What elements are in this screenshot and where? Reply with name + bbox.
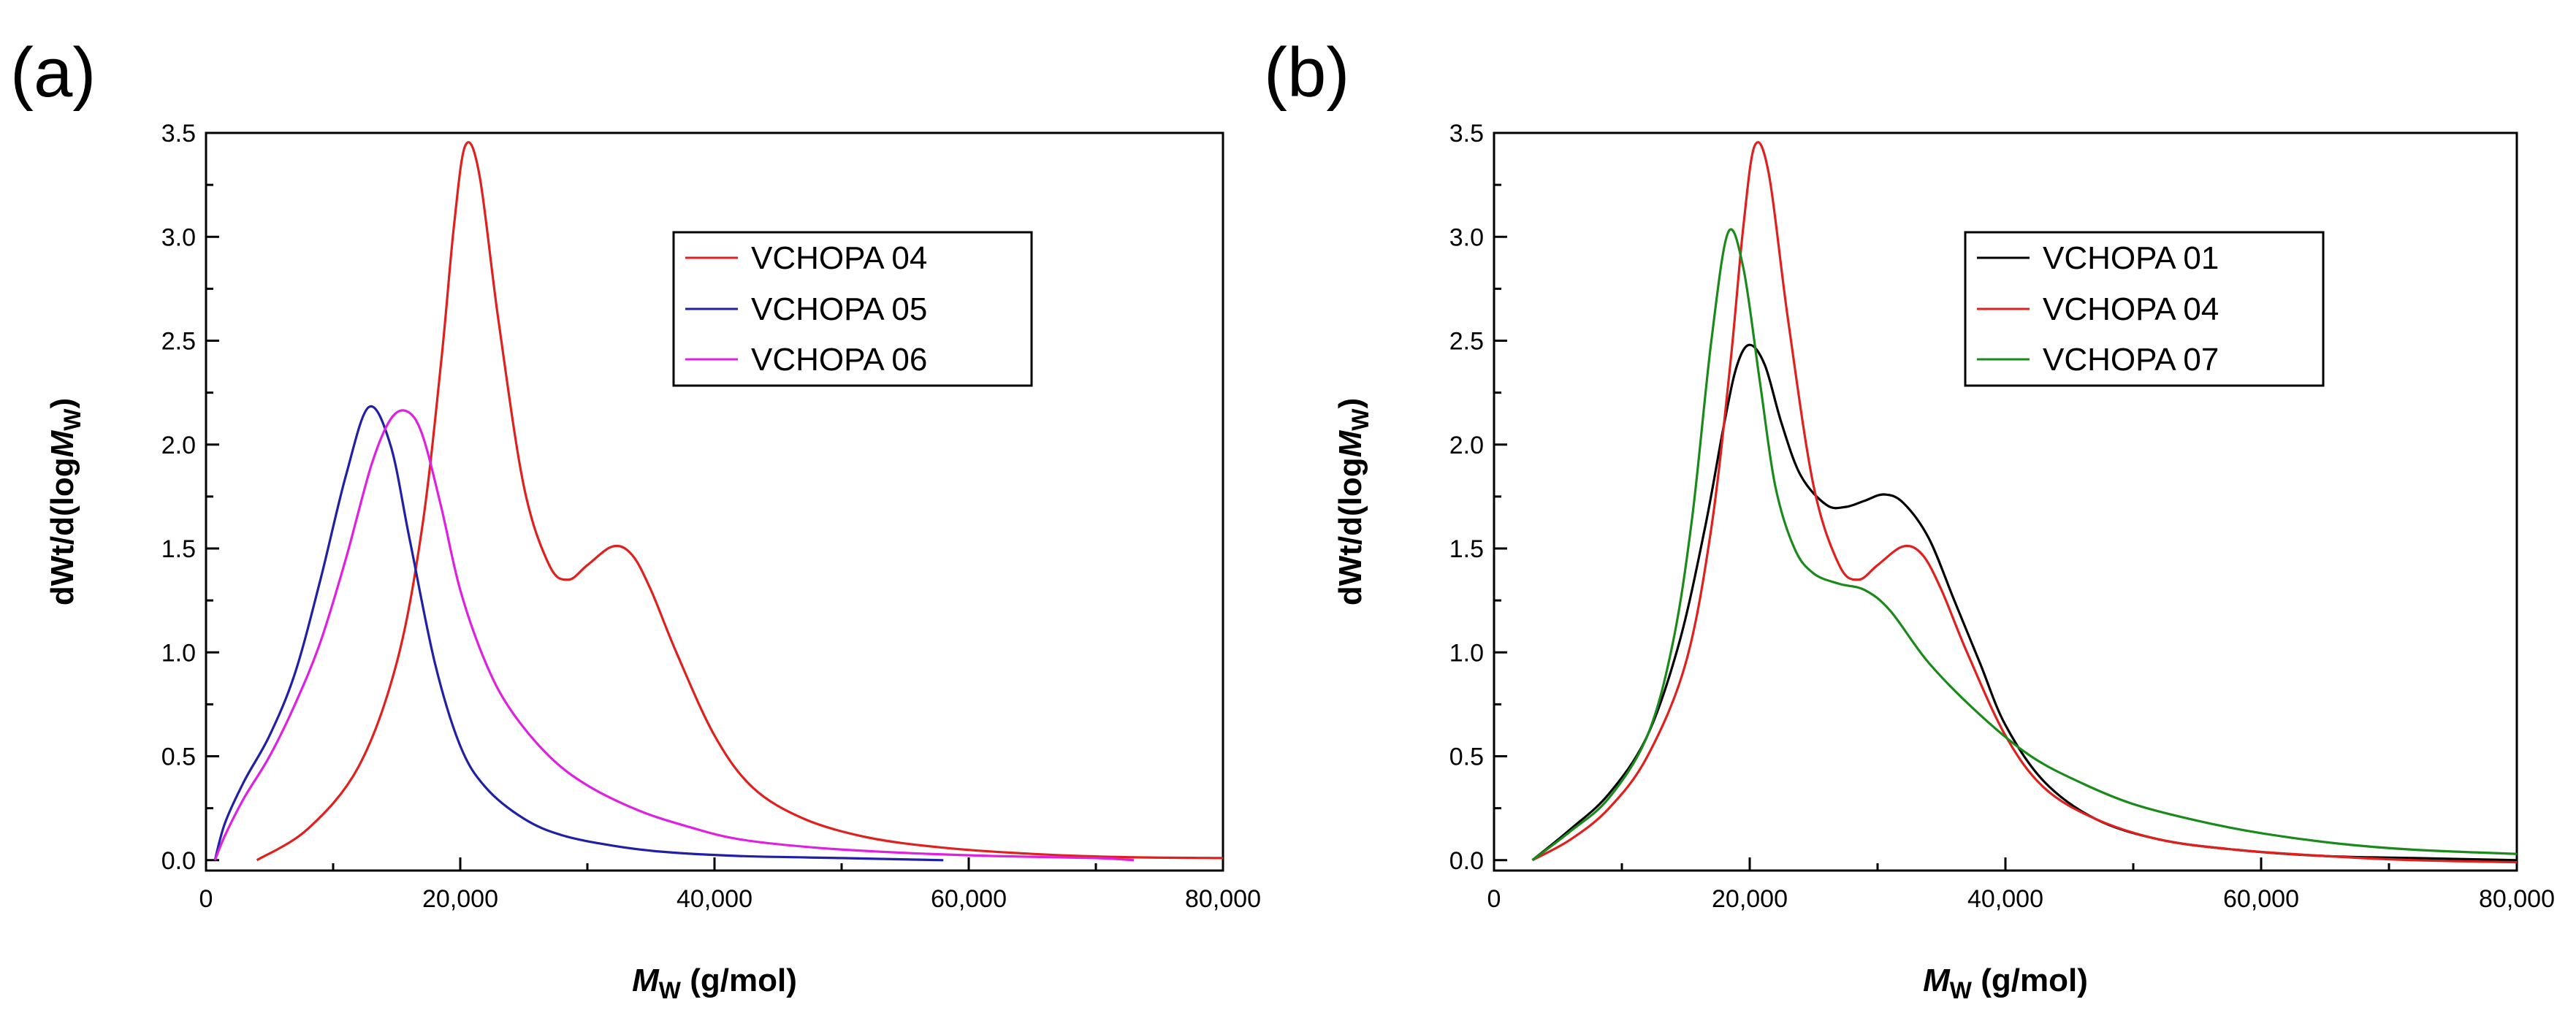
panel-b: (b) 0 20,000 40,000 60,000 80,000 0.0 0.5 1.0 1.… — [1264, 34, 2555, 1003]
panel-b-x-tick-label-3: 60,000 — [2223, 885, 2299, 913]
panel-a-x-tick-label-1: 20,000 — [422, 885, 498, 913]
panel-b-series-vchopa-04 — [1531, 141, 2518, 864]
panel-a-series-vchopa-04 — [256, 141, 1224, 862]
panel-b-x-tick-label-4: 80,000 — [2479, 885, 2555, 913]
panel-b-y-tick-label-2: 1.0 — [1449, 639, 1484, 667]
panel-b-y-tick-label-5: 2.5 — [1449, 328, 1484, 356]
panel-a: (a) 0 20,000 40,000 60,000 80,000 0.0 0.5 1.0 1.… — [10, 34, 1261, 1003]
panel-b-x-tick-label-2: 40,000 — [1967, 885, 2043, 913]
panel-a-y-tick-label-6: 3.0 — [161, 223, 196, 251]
panel-a-series-vchopa-06 — [213, 409, 1135, 862]
panel-a-ticks: 0 20,000 40,000 60,000 80,000 0.0 0.5 1.0 1.5 2.0… — [161, 120, 1261, 913]
panel-a-legend: VCHOPA 04 VCHOPA 05 VCHOPA 06 — [672, 231, 1033, 387]
panel-a-y-tick-label-2: 1.0 — [161, 639, 196, 667]
panel-b-y-tick-label-7: 3.5 — [1449, 120, 1484, 148]
panel-b-series — [1531, 141, 2518, 864]
panel-a-y-tick-label-5: 2.5 — [161, 328, 196, 356]
panel-a-y-axis-label: dWt/d(logMW) — [45, 398, 85, 605]
panel-a-x-axis-label: MW (g/mol) — [632, 963, 797, 1003]
panel-b-legend: VCHOPA 01 VCHOPA 04 VCHOPA 07 — [1964, 231, 2325, 387]
panel-b-y-tick-label-1: 0.5 — [1449, 743, 1484, 771]
panel-a-y-tick-label-1: 0.5 — [161, 743, 196, 771]
panel-a-series — [213, 141, 1224, 862]
panel-b-legend-label-2: VCHOPA 04 — [2043, 291, 2219, 327]
panel-a-series-vchopa-05 — [213, 405, 944, 862]
panel-a-y-tick-label-0: 0.0 — [161, 847, 196, 875]
panel-b-x-axis-label: MW (g/mol) — [1923, 963, 2088, 1003]
panel-b-y-tick-label-0: 0.0 — [1449, 847, 1484, 875]
panel-a-legend-label-1: VCHOPA 04 — [751, 240, 927, 276]
panel-a-legend-label-2: VCHOPA 05 — [751, 291, 927, 327]
panel-b-y-tick-label-3: 1.5 — [1449, 535, 1484, 563]
panel-b-legend-label-3: VCHOPA 07 — [2043, 342, 2219, 378]
panel-b-ticks: 0 20,000 40,000 60,000 80,000 0.0 0.5 1.0 1.5 2.0… — [1449, 120, 2555, 913]
panel-a-legend-label-3: VCHOPA 06 — [751, 342, 927, 378]
panel-b-x-tick-label-1: 20,000 — [1712, 885, 1788, 913]
panel-a-tag: (a) — [10, 34, 96, 112]
panel-b-series-vchopa-07 — [1531, 228, 2518, 862]
panel-a-x-tick-label-3: 60,000 — [931, 885, 1007, 913]
panel-b-legend-label-1: VCHOPA 01 — [2043, 240, 2219, 276]
panel-a-y-tick-label-3: 1.5 — [161, 535, 196, 563]
panel-a-y-tick-label-7: 3.5 — [161, 120, 196, 148]
panel-b-x-tick-label-0: 0 — [1487, 885, 1501, 913]
panel-b-tag: (b) — [1264, 34, 1349, 112]
panel-b-y-tick-label-6: 3.0 — [1449, 223, 1484, 251]
panel-b-y-axis-label: dWt/d(logMW) — [1333, 398, 1373, 605]
panel-a-y-tick-label-4: 2.0 — [161, 432, 196, 459]
panel-a-x-tick-label-2: 40,000 — [677, 885, 752, 913]
panel-a-x-tick-label-4: 80,000 — [1185, 885, 1261, 913]
panel-a-x-tick-label-0: 0 — [199, 885, 213, 913]
panel-b-y-tick-label-4: 2.0 — [1449, 432, 1484, 459]
